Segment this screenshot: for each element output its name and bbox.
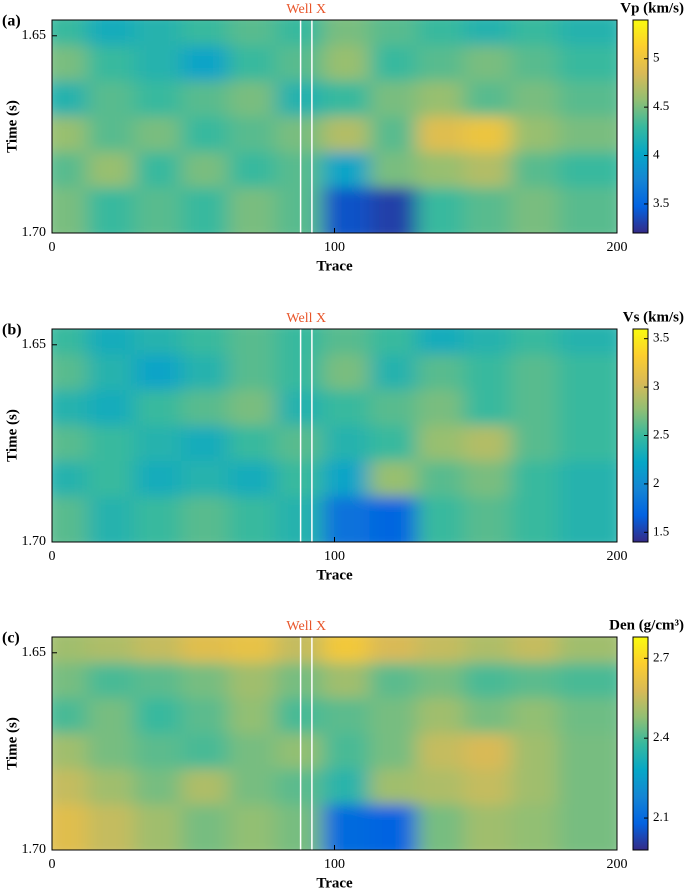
colorbar xyxy=(632,636,649,851)
x-tick-label: 100 xyxy=(324,857,345,872)
colorbar-tick-label: 3.5 xyxy=(653,330,669,345)
colorbar-tick-label: 3 xyxy=(653,378,660,393)
colorbar-label: Vs (km/s) xyxy=(623,309,684,325)
colorbar-label: Den (g/cm³) xyxy=(609,617,684,633)
colorbar-tick-label: 3.5 xyxy=(653,195,669,210)
colorbar-tick-label: 2.5 xyxy=(653,426,669,441)
panel-label: (c) xyxy=(2,630,20,647)
colorbar-tick-label: 4.5 xyxy=(653,98,669,113)
x-tick-label: 100 xyxy=(324,240,345,255)
colorbar-label: Vp (km/s) xyxy=(620,0,684,16)
x-tick-label: 100 xyxy=(324,549,345,564)
x-tick-label: 200 xyxy=(607,857,628,872)
y-axis-label: Time (s) xyxy=(4,409,20,462)
colorbar xyxy=(632,19,649,234)
heatmap xyxy=(52,329,617,542)
x-axis-label: Trace xyxy=(316,567,353,583)
y-tick-label: 1.70 xyxy=(22,534,47,549)
heatmap-cells xyxy=(52,329,617,542)
well-annotation: Well X xyxy=(286,311,326,326)
y-axis-label: Time (s) xyxy=(4,100,20,153)
well-annotation: Well X xyxy=(286,2,326,17)
y-tick-label: 1.65 xyxy=(22,28,47,43)
colorbar-tick-label: 5 xyxy=(653,50,660,65)
x-tick-label: 200 xyxy=(607,549,628,564)
colorbar-tick-label: 4 xyxy=(653,147,660,162)
x-axis-label: Trace xyxy=(316,258,353,274)
y-tick-label: 1.65 xyxy=(22,337,47,352)
heatmap xyxy=(52,637,617,850)
y-tick-label: 1.70 xyxy=(22,225,47,240)
heatmap-cell xyxy=(557,187,617,233)
heatmap-cells xyxy=(52,637,617,850)
panel-label: (b) xyxy=(2,322,22,339)
y-axis-label: Time (s) xyxy=(4,717,20,770)
x-axis-label: Trace xyxy=(316,875,353,888)
panel-label: (a) xyxy=(2,13,21,30)
y-tick-label: 1.70 xyxy=(22,842,47,857)
y-tick-label: 1.65 xyxy=(22,645,47,660)
well-annotation: Well X xyxy=(286,619,326,634)
heatmap-cells xyxy=(52,20,617,233)
x-tick-label: 0 xyxy=(49,857,56,872)
x-tick-label: 200 xyxy=(607,240,628,255)
colorbar-tick-label: 2 xyxy=(653,475,660,490)
x-tick-label: 0 xyxy=(49,549,56,564)
heatmap xyxy=(52,20,617,233)
colorbar-tick-label: 1.5 xyxy=(653,523,669,538)
heatmap-cell xyxy=(557,496,617,542)
colorbar-tick-label: 2.4 xyxy=(653,729,670,744)
colorbar-tick-label: 2.1 xyxy=(653,809,669,824)
x-tick-label: 0 xyxy=(49,240,56,255)
colorbar-tick-label: 2.7 xyxy=(653,649,670,664)
heatmap-cell xyxy=(557,804,617,850)
